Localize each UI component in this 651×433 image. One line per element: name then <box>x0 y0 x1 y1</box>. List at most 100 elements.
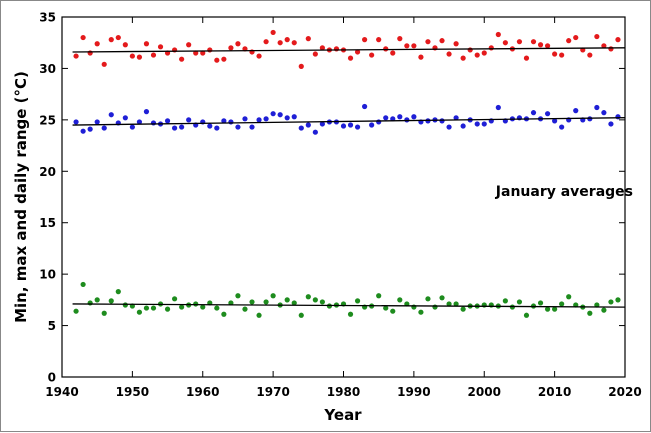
data-point-series-1 <box>228 45 234 51</box>
data-point-series-3 <box>136 309 143 315</box>
data-point-series-1 <box>530 39 537 45</box>
data-point-series-1 <box>390 50 396 56</box>
data-point-series-1 <box>270 29 276 36</box>
data-point-series-1 <box>94 41 100 47</box>
data-point-series-1 <box>418 54 424 60</box>
data-point-series-1 <box>594 33 600 40</box>
data-point-series-3 <box>460 306 466 312</box>
y-axis-title: Min, max and daily range (°C) <box>12 71 30 323</box>
data-point-series-2 <box>347 122 354 128</box>
data-point-series-3 <box>94 297 100 303</box>
data-point-series-1 <box>502 40 508 46</box>
data-point-series-1 <box>453 41 459 47</box>
data-point-series-3 <box>235 293 241 299</box>
data-point-series-3 <box>263 299 269 305</box>
data-point-series-3 <box>108 298 114 304</box>
data-point-series-3 <box>383 305 389 311</box>
data-point-series-3 <box>552 306 558 312</box>
data-point-series-1 <box>186 42 192 48</box>
data-point-series-3 <box>354 298 361 304</box>
data-point-series-2 <box>101 125 107 131</box>
data-point-series-2 <box>172 125 178 131</box>
data-point-series-1 <box>601 43 607 49</box>
x-tick-label: 1970 <box>256 385 289 399</box>
data-point-series-3 <box>347 311 354 317</box>
data-point-series-2 <box>460 123 466 129</box>
data-point-series-2 <box>397 114 403 120</box>
data-point-series-3 <box>298 312 304 318</box>
data-point-series-1 <box>221 56 227 62</box>
data-point-series-1 <box>150 52 157 58</box>
data-point-series-1 <box>481 50 487 56</box>
data-point-series-2 <box>474 121 480 127</box>
data-point-series-1 <box>354 49 361 55</box>
data-point-series-1 <box>108 37 114 43</box>
data-point-series-3 <box>291 300 297 306</box>
data-point-series-1 <box>115 34 121 41</box>
data-point-series-2 <box>284 115 290 121</box>
data-point-series-2 <box>446 124 452 130</box>
data-point-series-1 <box>87 50 93 56</box>
x-tick-label: 2000 <box>468 385 501 399</box>
data-point-series-2 <box>150 120 157 126</box>
data-point-series-2 <box>481 121 487 127</box>
data-point-series-2 <box>354 124 361 130</box>
data-point-series-3 <box>319 299 325 305</box>
data-point-series-3 <box>608 299 614 305</box>
x-tick-label: 1940 <box>45 385 78 399</box>
data-point-series-2 <box>495 104 501 111</box>
data-point-series-2 <box>404 117 410 123</box>
data-point-series-2 <box>298 125 304 131</box>
data-point-series-3 <box>615 297 621 303</box>
data-point-series-1 <box>129 53 135 59</box>
data-point-series-3 <box>150 305 157 311</box>
data-point-series-2 <box>249 124 255 130</box>
data-point-series-1 <box>200 50 206 56</box>
data-point-series-2 <box>615 114 621 120</box>
data-point-series-2 <box>291 114 297 120</box>
data-point-series-2 <box>228 119 234 125</box>
data-point-series-3 <box>502 298 508 304</box>
data-point-series-1 <box>122 42 128 48</box>
data-point-series-2 <box>108 112 114 118</box>
data-point-series-2 <box>411 114 417 120</box>
data-point-series-2 <box>594 104 600 111</box>
data-point-series-2 <box>530 110 537 116</box>
data-point-series-3 <box>516 299 523 305</box>
data-point-series-3 <box>249 299 255 305</box>
y-tick-label: 25 <box>39 113 56 127</box>
data-point-series-1 <box>179 56 185 62</box>
data-point-series-1 <box>383 46 389 52</box>
y-tick-label: 30 <box>39 62 56 76</box>
data-point-series-3 <box>425 296 431 302</box>
data-point-series-3 <box>214 305 220 311</box>
data-point-series-2 <box>164 118 171 124</box>
data-point-series-3 <box>537 300 544 306</box>
data-point-series-1 <box>157 44 164 50</box>
data-point-series-3 <box>418 309 424 315</box>
data-point-series-3 <box>312 297 318 303</box>
data-point-series-1 <box>608 46 614 52</box>
data-point-series-2 <box>439 118 445 124</box>
axis-layer: 1940 1950 1960 1970 1980 1990 2000 2010 2020 0 5 10… <box>39 11 641 400</box>
data-point-series-1 <box>587 52 593 58</box>
data-point-series-1 <box>439 38 445 44</box>
data-point-series-1 <box>425 39 431 45</box>
data-point-series-1 <box>488 45 494 51</box>
trend-line-series-2 <box>72 117 626 126</box>
data-point-series-3 <box>221 311 227 317</box>
data-point-series-1 <box>495 31 501 38</box>
trend-line-series-3 <box>72 303 626 308</box>
data-point-series-3 <box>164 306 171 312</box>
data-point-series-1 <box>559 52 565 58</box>
x-tick-label: 1960 <box>186 385 219 399</box>
data-point-series-3 <box>587 310 593 316</box>
y-tick-label: 0 <box>48 371 56 385</box>
data-point-series-2 <box>552 118 558 124</box>
data-point-series-1 <box>537 42 544 48</box>
data-point-series-1 <box>101 61 107 67</box>
chart-annotation: January averages <box>495 184 633 200</box>
data-point-series-3 <box>80 281 86 288</box>
